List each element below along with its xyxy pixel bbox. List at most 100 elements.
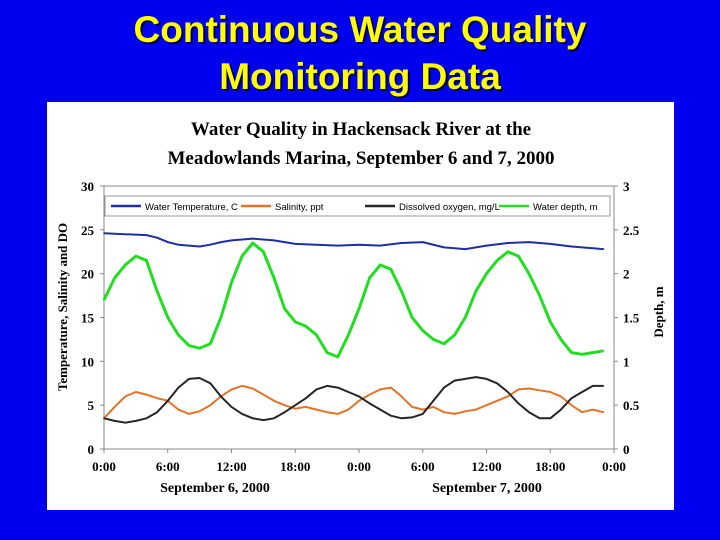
data-point [549,243,552,245]
data-point [198,347,201,349]
legend-label: Salinity, ppt [275,202,324,213]
data-point [549,391,552,393]
data-point [113,406,116,408]
data-point [358,395,360,398]
series-line-dissolved-oxygen-mg-l [103,376,604,424]
data-point [220,395,222,398]
data-point [432,400,435,402]
x-tick-label: 18:00 [535,459,565,474]
x-tick-label: 12:00 [471,459,501,474]
data-point [305,397,307,400]
data-point [538,417,541,420]
data-point [368,393,371,396]
data-point [177,386,180,389]
data-point [252,237,254,240]
data-point [230,406,233,408]
data-point [209,343,212,345]
data-point [103,299,105,301]
y-tick-label: 15 [81,311,95,326]
data-point [464,378,467,380]
data-point [560,395,562,398]
data-point [294,407,297,410]
data-point [124,264,127,266]
x-tick-label: 12:00 [216,459,246,474]
data-point [326,385,328,387]
data-point [570,245,573,248]
x-tick-label: 0:00 [92,459,116,474]
x-tick-label: 6:00 [156,459,180,474]
data-point [305,406,307,408]
slide-title-line-1: Continuous Water Quality [133,9,587,50]
data-point [400,417,403,420]
data-point [453,334,456,336]
data-point [485,244,488,247]
data-point [305,325,307,328]
chart-title-line-2: Meadowlands Marina, September 6 and 7, 2… [167,148,554,169]
data-point [464,410,467,413]
data-point [507,395,509,398]
data-point [485,272,488,275]
data-point [528,241,530,243]
chart-panel: Water Quality in Hackensack River at the… [47,102,674,510]
data-point [592,408,594,411]
data-point [390,386,392,389]
data-point [592,385,594,387]
data-point [432,338,435,341]
data-point [198,377,201,379]
data-point [177,334,180,336]
data-point [390,414,392,417]
data-point [432,406,435,408]
data-point [517,402,520,405]
data-point [156,411,158,414]
data-point [538,389,541,392]
x-tick-label: 18:00 [280,459,310,474]
data-point [124,395,127,398]
data-point [220,241,222,243]
data-point [443,343,445,345]
data-point [475,408,477,411]
data-point [209,243,212,246]
data-point [560,338,562,341]
data-point [167,400,169,402]
data-point [252,242,254,244]
data-point [538,294,541,297]
data-point [188,244,190,247]
data-point [337,413,339,415]
data-point [347,408,350,411]
data-point [368,402,371,405]
y2-tick-label: 0.5 [623,398,640,413]
date-label-sept-6: September 6, 2000 [160,481,270,496]
data-point [294,404,297,407]
data-point [517,255,520,257]
data-point [198,410,201,413]
y-tick-label: 30 [81,179,94,194]
data-point [464,248,467,250]
data-point [209,382,212,385]
data-point [337,356,339,358]
data-point [135,391,137,393]
data-point [103,232,105,235]
y2-axis-label: Depth, m [651,286,666,337]
data-point [528,387,530,390]
data-point [230,281,233,284]
data-point [156,290,158,292]
legend-box [104,195,611,217]
data-point [464,316,467,319]
data-point [422,329,424,332]
data-point [273,417,275,420]
data-point [411,416,413,419]
y2-tick-label: 2 [623,267,630,282]
data-point [549,417,552,420]
data-point [124,233,127,235]
data-point [496,259,498,262]
data-point [379,244,382,247]
y2-tick-label: 1.5 [623,311,640,326]
data-point [390,268,392,271]
data-point [294,243,297,245]
data-point [262,393,265,396]
data-point [230,388,233,391]
data-point [379,264,382,266]
data-point [156,397,158,400]
data-point [135,255,137,257]
data-point [113,277,116,279]
